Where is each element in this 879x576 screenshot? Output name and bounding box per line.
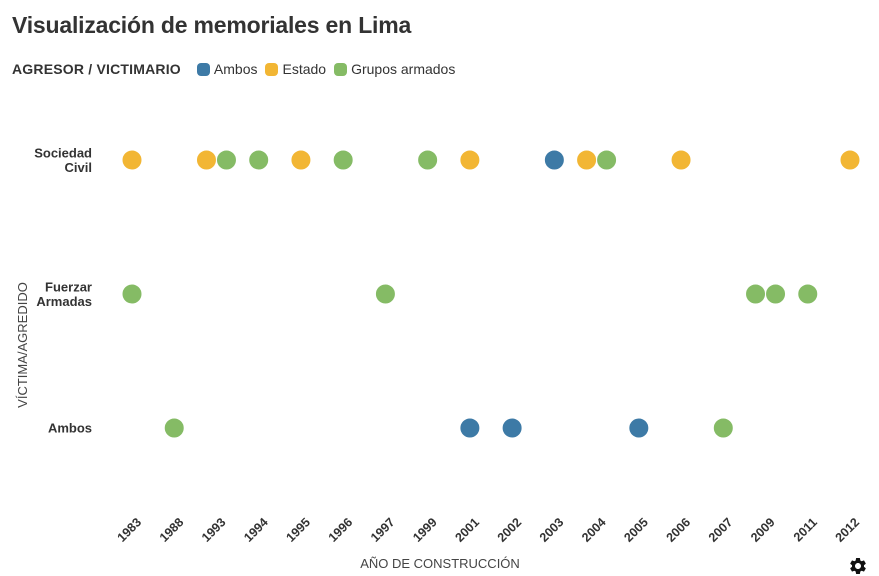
x-tick-label: 2007 xyxy=(706,515,736,545)
y-axis-title: VÍCTIMA/AGREDIDO xyxy=(15,282,30,408)
x-tick-label: 1999 xyxy=(410,515,440,545)
data-point xyxy=(745,283,767,305)
data-point xyxy=(248,149,270,171)
legend-label-grupos-armados: Grupos armados xyxy=(351,61,456,77)
legend-swatch-grupos-armados xyxy=(334,62,348,76)
chart-title: Visualización de memoriales en Lima xyxy=(12,12,412,38)
data-point xyxy=(417,149,439,171)
data-point xyxy=(628,417,650,439)
x-axis-title: AÑO DE CONSTRUCCIÓN xyxy=(360,556,520,571)
x-tick-label: 1995 xyxy=(283,515,313,545)
x-tick-label: 2001 xyxy=(452,515,482,545)
x-tick-label: 2003 xyxy=(537,515,567,545)
x-tick-label: 2012 xyxy=(833,515,863,545)
data-point xyxy=(543,149,565,171)
data-point xyxy=(290,149,312,171)
data-point xyxy=(332,149,354,171)
gear-icon[interactable] xyxy=(848,556,868,576)
data-point xyxy=(215,149,237,171)
legend-swatch-ambos xyxy=(196,62,210,76)
x-tick-label: 1983 xyxy=(115,515,145,545)
data-point xyxy=(797,283,819,305)
data-point xyxy=(121,149,143,171)
x-tick-label: 2002 xyxy=(495,515,525,545)
data-point xyxy=(501,417,523,439)
data-point xyxy=(374,283,396,305)
data-point xyxy=(121,283,143,305)
data-point xyxy=(839,149,861,171)
legend-label-estado: Estado xyxy=(282,61,327,77)
y-tick-label: Ambos xyxy=(48,421,92,436)
legend-item-grupos-armados[interactable]: Grupos armados xyxy=(334,61,455,77)
data-point xyxy=(670,149,692,171)
data-point xyxy=(765,283,787,305)
data-point xyxy=(596,149,618,171)
legend: AGRESOR / VICTIMARIO Ambos Estado Grupos… xyxy=(12,60,463,78)
x-tick-label: 2009 xyxy=(748,515,778,545)
legend-label-ambos: Ambos xyxy=(213,61,258,77)
data-point xyxy=(712,417,734,439)
x-tick-label: 1996 xyxy=(326,515,356,545)
data-point xyxy=(195,149,217,171)
legend-item-estado[interactable]: Estado xyxy=(265,61,326,77)
data-point xyxy=(576,149,598,171)
legend-title: AGRESOR / VICTIMARIO xyxy=(12,61,181,77)
legend-swatch-estado xyxy=(265,62,279,76)
x-tick-label: 2006 xyxy=(664,515,694,545)
data-point xyxy=(163,417,185,439)
x-tick-label: 1997 xyxy=(368,515,398,545)
legend-item-ambos[interactable]: Ambos xyxy=(196,61,258,77)
y-tick-label: Fuerzar Armadas xyxy=(36,279,92,309)
x-tick-label: 2004 xyxy=(579,515,609,545)
data-point xyxy=(459,417,481,439)
data-point xyxy=(459,149,481,171)
y-tick-label: Sociedad Civil xyxy=(34,145,92,175)
x-tick-label: 1994 xyxy=(241,515,271,545)
x-tick-label: 2011 xyxy=(791,515,820,544)
x-tick-label: 1988 xyxy=(157,515,187,545)
x-tick-label: 1993 xyxy=(199,515,229,545)
x-tick-label: 2005 xyxy=(621,515,651,545)
